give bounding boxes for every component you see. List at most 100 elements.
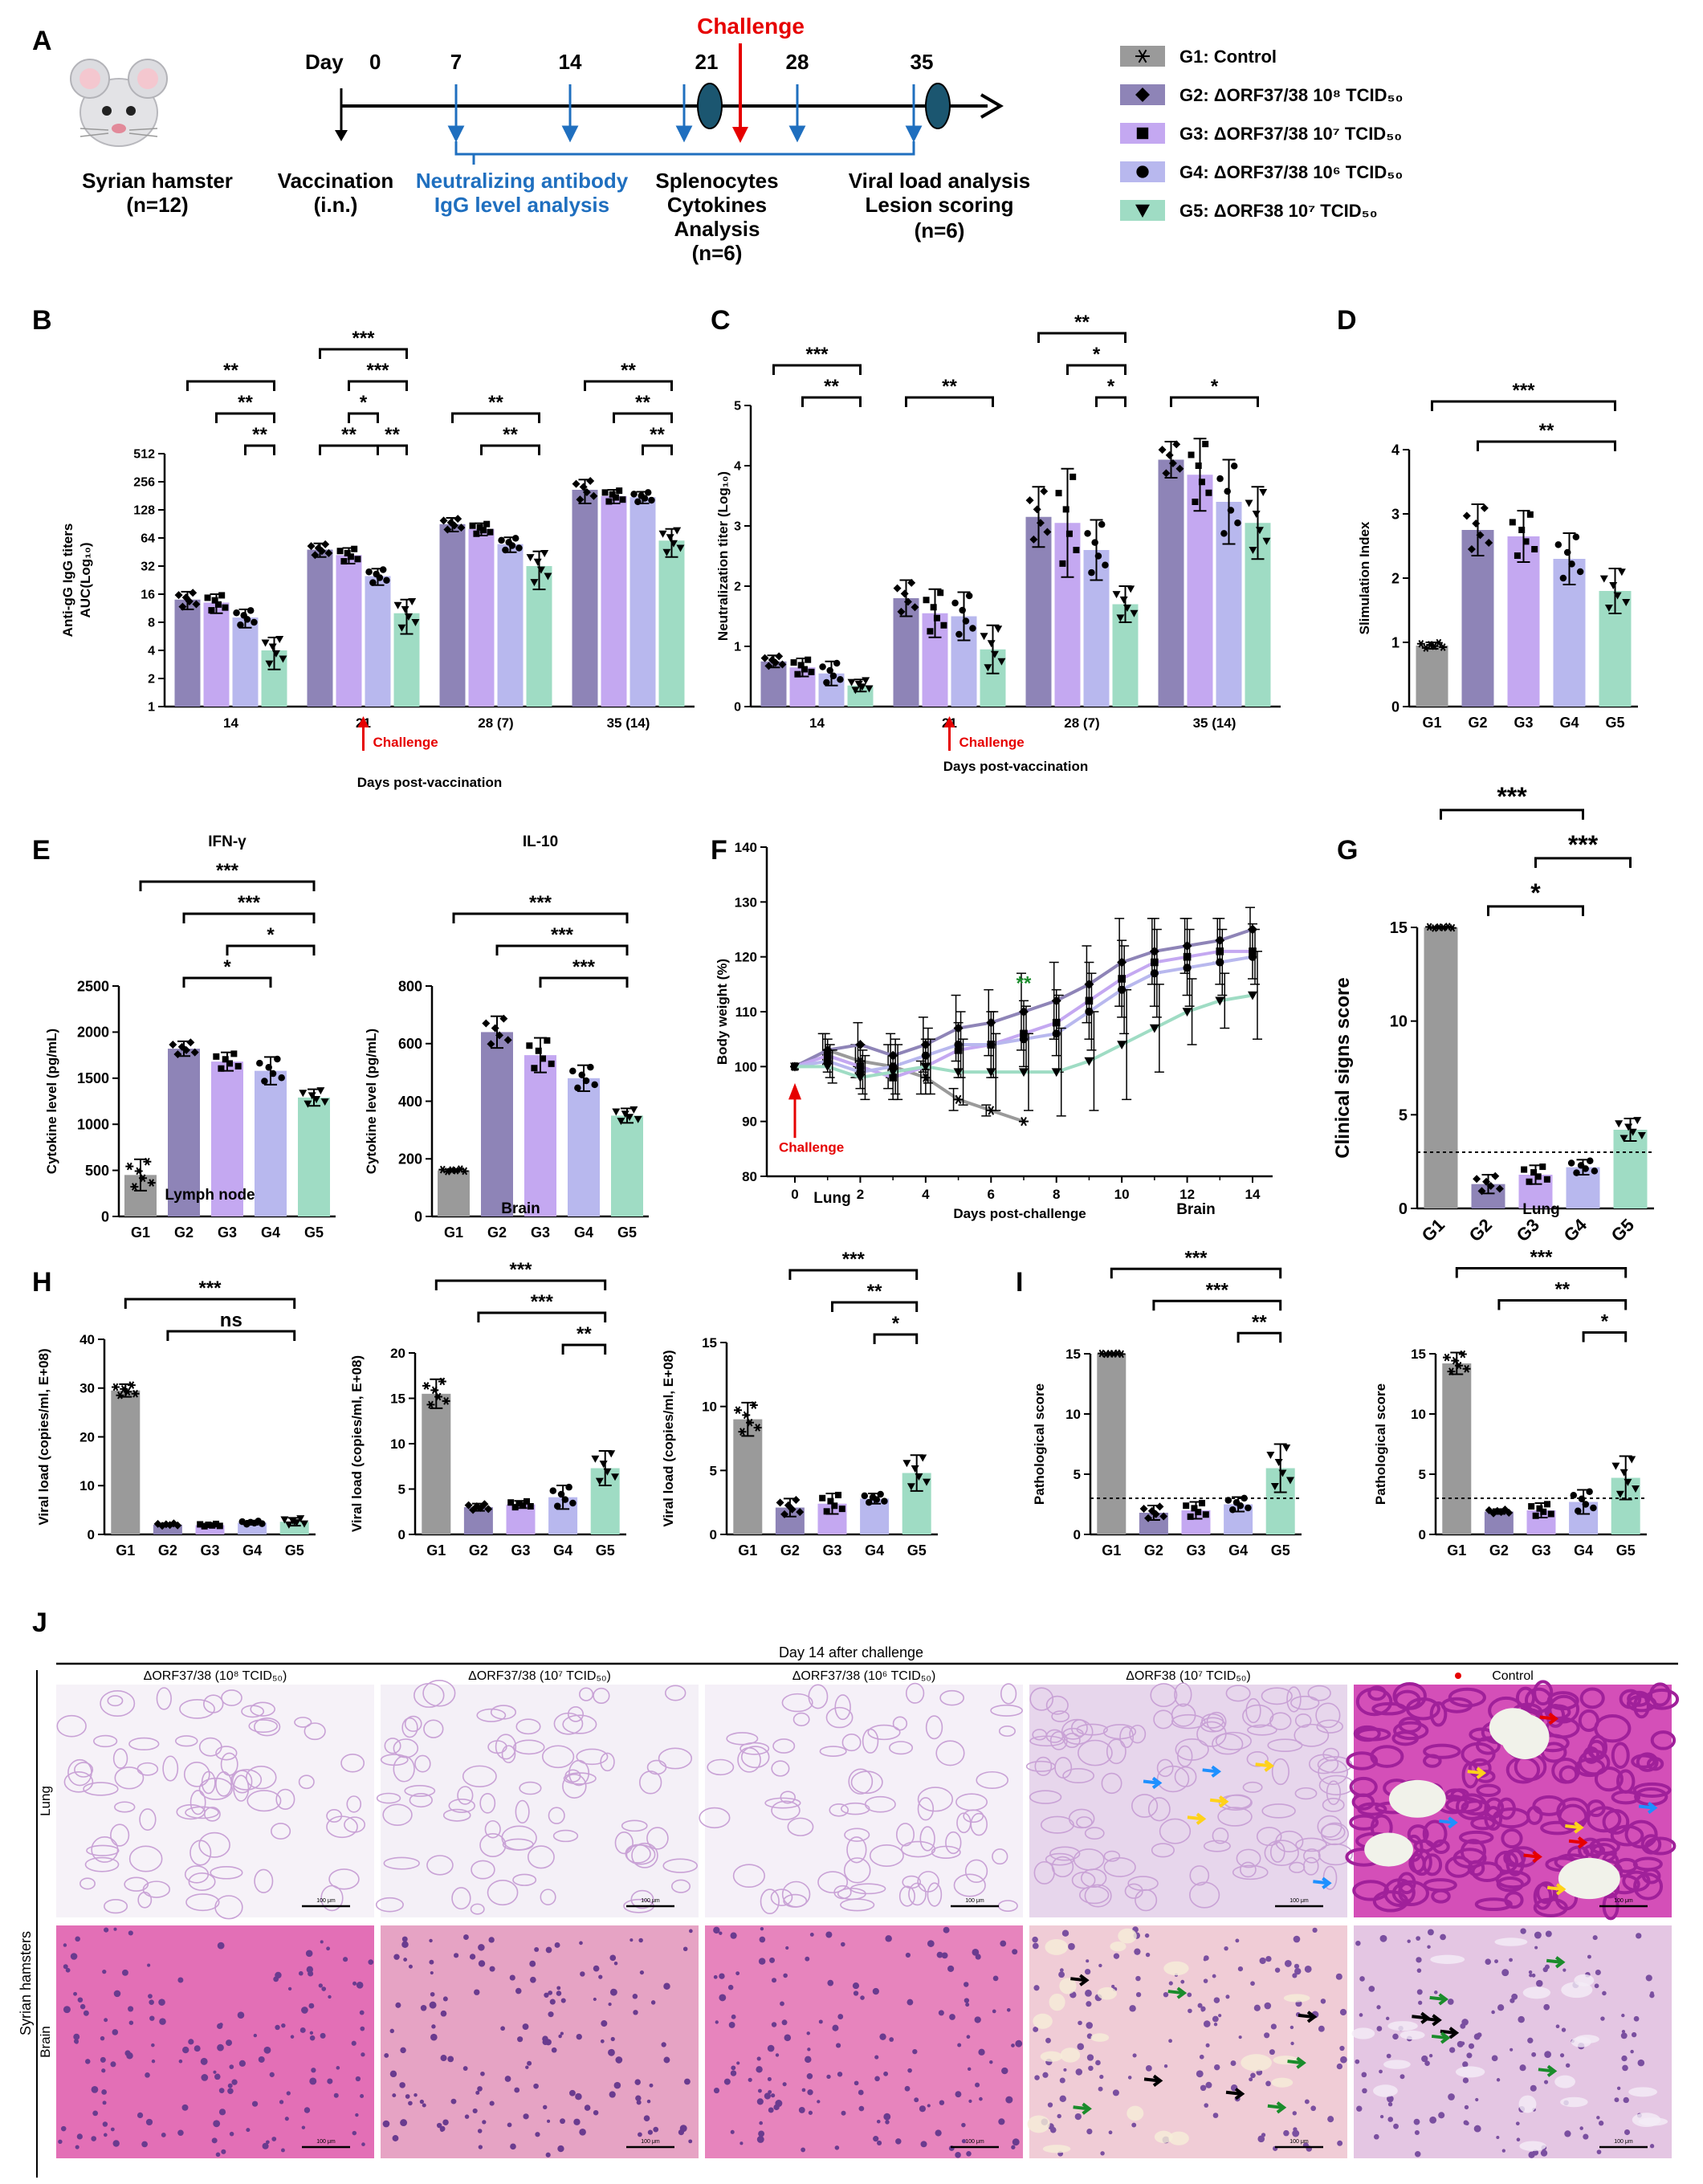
alveolus [770, 1889, 793, 1906]
series-point-g3 [954, 1046, 963, 1054]
data-point [629, 1106, 638, 1114]
airspace [1489, 1708, 1538, 1747]
nucleus [919, 2105, 927, 2113]
y-tick-label: 1500 [77, 1070, 109, 1086]
nucleus [806, 2073, 813, 2080]
y-tick-label: 15 [1390, 919, 1408, 937]
nucleus [453, 1953, 459, 1958]
nucleus [1011, 2145, 1016, 2149]
data-point [434, 1392, 443, 1401]
nucleus [1555, 2024, 1560, 2029]
alveolus [970, 1812, 988, 1836]
significance-bracket [348, 412, 379, 423]
bar-g2 [168, 1049, 200, 1216]
airspace [1558, 1857, 1620, 1900]
data-point [1531, 546, 1538, 552]
data-point [275, 636, 284, 644]
data-point [454, 515, 462, 524]
nucleus [992, 1975, 999, 1982]
series-point-g3 [1052, 1018, 1061, 1027]
nucleus [935, 2129, 942, 2137]
alveolus [1303, 1848, 1321, 1864]
nucleus [1098, 1963, 1102, 1968]
data-point [205, 1522, 212, 1529]
x-category-label: G2 [174, 1224, 194, 1241]
splenocyte-line3: Analysis [674, 217, 760, 241]
nucleus [482, 2120, 487, 2125]
nucleus [214, 2073, 221, 2080]
nucleus [103, 2133, 108, 2137]
data-point [233, 609, 240, 617]
alveolus [1261, 1687, 1293, 1705]
alveolus [100, 1690, 136, 1717]
airspace [1388, 1779, 1446, 1818]
nucleus [825, 1931, 833, 1938]
alveolus [964, 1859, 988, 1884]
nucleus [1213, 1997, 1220, 2003]
lung-histology-image: 100 μm [375, 1680, 699, 1917]
alveolus [185, 1806, 219, 1819]
nucleus [610, 2036, 615, 2042]
x-category-label: G3 [200, 1542, 219, 1559]
nucleus [306, 1966, 314, 1974]
y-tick-label: 20 [79, 1429, 95, 1444]
alveolus [1318, 1843, 1353, 1866]
series-point-g5 [1149, 1024, 1159, 1033]
alveolus [1040, 1815, 1074, 1834]
series-point-g3 [856, 1062, 865, 1071]
nucleus [992, 2009, 996, 2014]
lesion-arrow-icon [1202, 1765, 1221, 1778]
nucleus [805, 1956, 810, 1962]
significance-bracket [377, 444, 408, 455]
data-point [902, 1460, 911, 1468]
nucleus [1518, 2015, 1525, 2023]
nucleus [218, 2023, 223, 2027]
nucleus [551, 2047, 557, 2053]
data-point [1624, 1123, 1633, 1131]
data-point [204, 594, 211, 601]
alveolus [107, 1695, 124, 1707]
data-point [460, 1167, 469, 1176]
nucleus [408, 2100, 413, 2106]
nucleus [1075, 2068, 1083, 2076]
nucleus [525, 2065, 529, 2069]
nucleus [1339, 2008, 1347, 2016]
alveolus [1286, 1686, 1302, 1713]
alveolus [1034, 1756, 1053, 1776]
significance-bracket [1455, 1267, 1628, 1278]
nucleus [327, 2078, 333, 2084]
nucleus [1270, 2023, 1277, 2030]
significance-stars: *** [572, 956, 596, 978]
data-point [292, 1519, 301, 1527]
x-category-label: G2 [1468, 715, 1487, 731]
data-point [379, 566, 387, 573]
nucleus [1264, 2002, 1272, 2010]
chart-title: Brain [501, 1200, 540, 1217]
bar-g1 [733, 1419, 763, 1534]
data-point [994, 625, 1003, 634]
x-category-label: G5 [1271, 1542, 1290, 1559]
data-point [1615, 1120, 1624, 1128]
nucleus [1485, 1958, 1492, 1966]
alveolus [382, 1803, 413, 1826]
data-point [1568, 560, 1575, 568]
nucleus [759, 2121, 763, 2125]
vacuolation [1271, 2077, 1294, 2088]
nucleus [1494, 1959, 1498, 1964]
nucleus [75, 2145, 79, 2149]
alveolus [1398, 1881, 1416, 1903]
alveolus [1269, 1712, 1292, 1730]
alveolus [1429, 1701, 1448, 1727]
series-point-g4 [1216, 958, 1224, 967]
nucleus [837, 2014, 844, 2019]
data-point [634, 498, 642, 506]
nucleus [336, 2066, 340, 2070]
nucleus [1145, 2064, 1152, 2072]
nucleus [633, 2010, 638, 2015]
alveolus [515, 1799, 530, 1824]
alveolus [479, 1833, 507, 1857]
nucleus [1086, 2054, 1094, 2061]
nucleus [463, 1934, 469, 1940]
alveolus [998, 1726, 1016, 1737]
nucleus [1501, 2149, 1506, 2153]
